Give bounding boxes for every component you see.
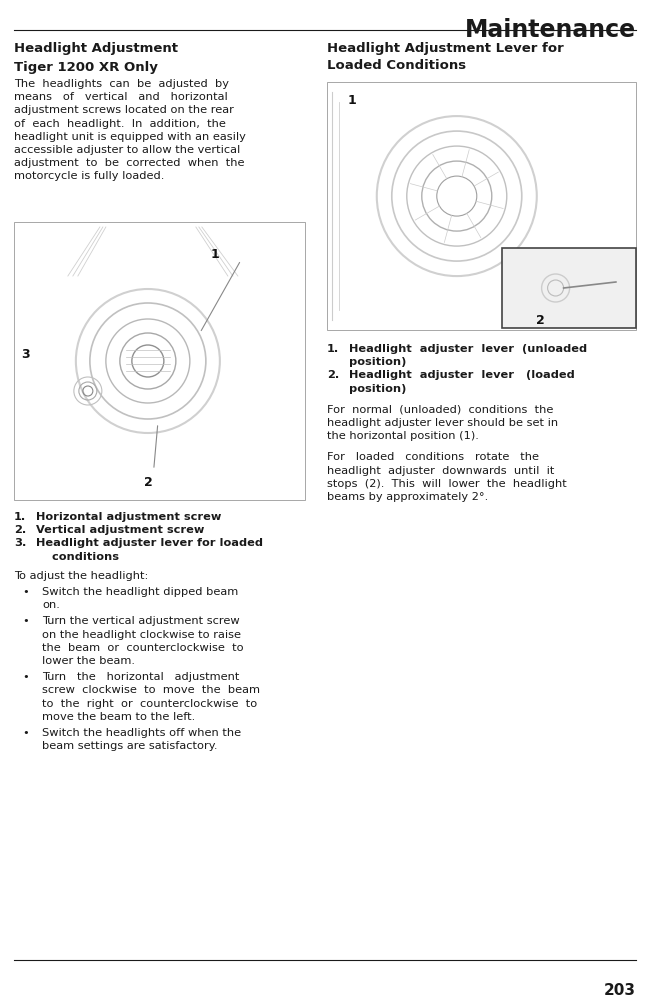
- Text: headlight unit is equipped with an easily: headlight unit is equipped with an easil…: [14, 132, 246, 142]
- Text: To adjust the headlight:: To adjust the headlight:: [14, 571, 148, 581]
- Text: Headlight Adjustment Lever for: Headlight Adjustment Lever for: [327, 42, 564, 55]
- Text: 1.: 1.: [327, 344, 339, 354]
- Text: move the beam to the left.: move the beam to the left.: [42, 712, 195, 722]
- Text: For  normal  (unloaded)  conditions  the: For normal (unloaded) conditions the: [327, 404, 553, 414]
- Text: 1: 1: [211, 248, 220, 261]
- Text: 203: 203: [604, 983, 636, 998]
- Text: adjustment screws located on the rear: adjustment screws located on the rear: [14, 105, 234, 115]
- Text: Horizontal adjustment screw: Horizontal adjustment screw: [36, 512, 222, 522]
- Text: beams by approximately 2°.: beams by approximately 2°.: [327, 492, 488, 502]
- Text: Switch the headlight dipped beam: Switch the headlight dipped beam: [42, 587, 239, 597]
- Text: adjustment  to  be  corrected  when  the: adjustment to be corrected when the: [14, 158, 244, 168]
- Text: •: •: [22, 617, 29, 627]
- Text: Headlight  adjuster  lever  (unloaded: Headlight adjuster lever (unloaded: [349, 344, 587, 354]
- Text: headlight adjuster lever should be set in: headlight adjuster lever should be set i…: [327, 418, 558, 428]
- Bar: [14, 222, 305, 500]
- Text: Maintenance: Maintenance: [465, 18, 636, 42]
- Text: 2.: 2.: [14, 526, 26, 536]
- Text: accessible adjuster to allow the vertical: accessible adjuster to allow the vertica…: [14, 145, 240, 155]
- Text: headlight  adjuster  downwards  until  it: headlight adjuster downwards until it: [327, 465, 554, 475]
- Text: Vertical adjustment screw: Vertical adjustment screw: [36, 526, 204, 536]
- Text: Tiger 1200 XR Only: Tiger 1200 XR Only: [14, 61, 158, 74]
- Text: 1: 1: [348, 93, 356, 106]
- Text: Turn   the   horizontal   adjustment: Turn the horizontal adjustment: [42, 673, 239, 683]
- Text: position): position): [349, 357, 406, 367]
- Text: stops  (2).  This  will  lower  the  headlight: stops (2). This will lower the headlight: [327, 478, 567, 488]
- Bar: [327, 82, 636, 330]
- Text: •: •: [22, 673, 29, 683]
- Text: 1.: 1.: [14, 512, 26, 522]
- Text: to  the  right  or  counterclockwise  to: to the right or counterclockwise to: [42, 699, 257, 709]
- Text: 2.: 2.: [327, 370, 339, 380]
- Text: of  each  headlight.  In  addition,  the: of each headlight. In addition, the: [14, 118, 226, 128]
- Text: Headlight adjuster lever for loaded: Headlight adjuster lever for loaded: [36, 539, 263, 549]
- Text: on.: on.: [42, 601, 60, 611]
- Text: Switch the headlights off when the: Switch the headlights off when the: [42, 728, 241, 738]
- Text: 2: 2: [144, 476, 152, 489]
- Text: position): position): [349, 383, 406, 393]
- Text: 2: 2: [536, 313, 545, 326]
- Text: the  beam  or  counterclockwise  to: the beam or counterclockwise to: [42, 643, 244, 653]
- Text: •: •: [22, 587, 29, 597]
- Text: •: •: [22, 728, 29, 738]
- Text: For   loaded   conditions   rotate   the: For loaded conditions rotate the: [327, 452, 539, 462]
- Text: Turn the vertical adjustment screw: Turn the vertical adjustment screw: [42, 617, 240, 627]
- Text: 3: 3: [21, 348, 29, 361]
- Text: motorcycle is fully loaded.: motorcycle is fully loaded.: [14, 171, 164, 181]
- Text: Loaded Conditions: Loaded Conditions: [327, 59, 466, 72]
- Text: Headlight Adjustment: Headlight Adjustment: [14, 42, 178, 55]
- Text: on the headlight clockwise to raise: on the headlight clockwise to raise: [42, 630, 241, 640]
- Text: beam settings are satisfactory.: beam settings are satisfactory.: [42, 741, 218, 751]
- Text: means   of   vertical   and   horizontal: means of vertical and horizontal: [14, 92, 227, 102]
- Text: The  headlights  can  be  adjusted  by: The headlights can be adjusted by: [14, 79, 229, 89]
- Text: 3.: 3.: [14, 539, 27, 549]
- Bar: [502, 248, 636, 328]
- Text: lower the beam.: lower the beam.: [42, 656, 135, 666]
- Text: conditions: conditions: [36, 552, 119, 562]
- Text: screw  clockwise  to  move  the  beam: screw clockwise to move the beam: [42, 686, 260, 696]
- Text: Headlight  adjuster  lever   (loaded: Headlight adjuster lever (loaded: [349, 370, 575, 380]
- Text: the horizontal position (1).: the horizontal position (1).: [327, 431, 479, 441]
